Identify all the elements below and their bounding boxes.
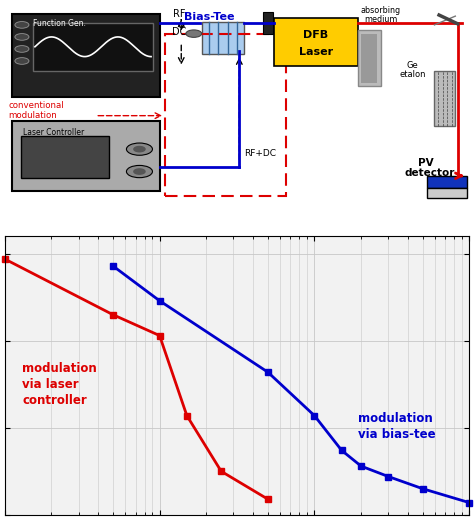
Text: Bias-Tee: Bias-Tee bbox=[184, 12, 234, 22]
Bar bbox=[21, 136, 109, 178]
Text: Laser: Laser bbox=[299, 47, 333, 57]
Text: RF: RF bbox=[173, 9, 185, 19]
Text: detector: detector bbox=[404, 168, 455, 178]
Circle shape bbox=[127, 165, 153, 178]
Text: RF+DC: RF+DC bbox=[244, 149, 276, 158]
Text: absorbing: absorbing bbox=[360, 6, 400, 15]
Circle shape bbox=[134, 147, 145, 152]
Text: DC: DC bbox=[172, 27, 186, 37]
Bar bbox=[12, 121, 160, 191]
Bar bbox=[165, 34, 286, 196]
Circle shape bbox=[127, 143, 153, 155]
Circle shape bbox=[15, 34, 29, 40]
Text: Laser Controller: Laser Controller bbox=[23, 128, 84, 137]
Text: modulation
via bias-tee: modulation via bias-tee bbox=[357, 411, 435, 440]
Circle shape bbox=[134, 169, 145, 174]
Text: etalon: etalon bbox=[400, 70, 426, 80]
Text: modulation
via laser
controller: modulation via laser controller bbox=[22, 362, 97, 407]
Bar bbox=[33, 23, 154, 71]
Bar bbox=[434, 71, 456, 125]
Text: conventional: conventional bbox=[9, 101, 64, 110]
Circle shape bbox=[15, 22, 29, 28]
Circle shape bbox=[15, 58, 29, 64]
Text: DFB: DFB bbox=[303, 30, 328, 40]
Bar bbox=[202, 22, 244, 55]
Text: modulation: modulation bbox=[9, 111, 57, 120]
Circle shape bbox=[15, 46, 29, 52]
Text: Function Gen.: Function Gen. bbox=[33, 19, 85, 29]
Bar bbox=[358, 30, 381, 86]
Bar bbox=[428, 176, 467, 188]
Bar bbox=[12, 14, 160, 97]
Bar bbox=[362, 34, 377, 83]
Bar bbox=[263, 12, 273, 34]
Circle shape bbox=[186, 30, 202, 37]
Text: Ge: Ge bbox=[407, 60, 418, 70]
Bar bbox=[428, 188, 467, 198]
Bar bbox=[274, 18, 358, 67]
Text: medium: medium bbox=[365, 15, 398, 23]
Text: PV: PV bbox=[418, 158, 434, 168]
